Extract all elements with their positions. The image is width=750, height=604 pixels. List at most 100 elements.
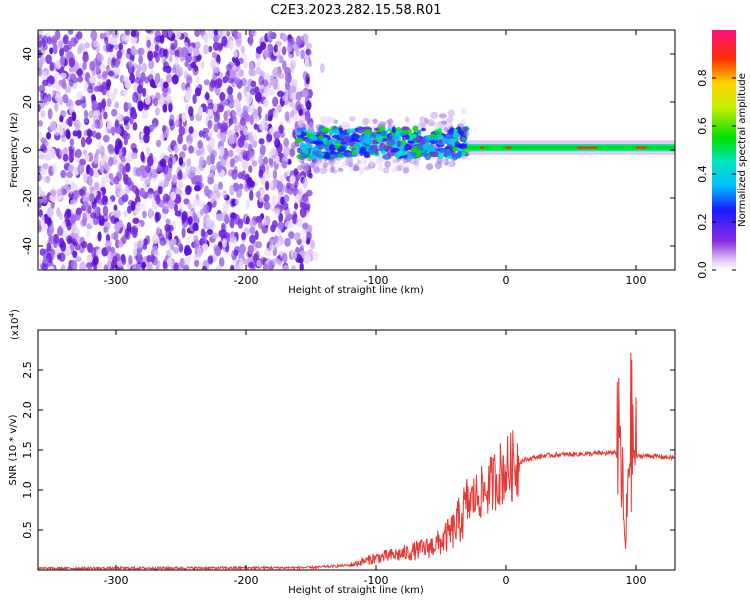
heatmap-cell: [253, 86, 260, 94]
heatmap-cell: [434, 130, 443, 135]
heatmap-cell: [159, 133, 165, 142]
heatmap-cell: [88, 167, 94, 177]
heatmap-cell: [278, 212, 284, 223]
heatmap-cell: [281, 160, 288, 169]
heatmap-cell: [138, 54, 144, 65]
heatmap-cell: [184, 264, 190, 270]
heatmap-cell: [159, 158, 167, 168]
heatmap-cell: [212, 102, 218, 113]
heatmap-cell: [210, 193, 215, 204]
heatmap-cell: [108, 156, 114, 167]
heatmap-cell: [334, 144, 340, 149]
heatmap-cell: [51, 189, 57, 197]
heatmap-cell: [121, 256, 127, 266]
heatmap-cell: [38, 58, 43, 70]
heatmap-cell: [394, 151, 401, 159]
heatmap-cell: [300, 49, 306, 60]
heatmap-cell: [229, 184, 235, 196]
heatmap-cell: [208, 138, 214, 147]
heatmap-cell: [248, 69, 255, 77]
heatmap-cell: [188, 145, 194, 154]
heatmap-cell: [170, 191, 177, 201]
heatmap-cell: [38, 185, 42, 195]
heatmap-cell: [168, 118, 174, 127]
heatmap-cell: [56, 207, 61, 217]
heatmap-cell: [305, 42, 312, 49]
heatmap-cell: [216, 191, 222, 198]
heatmap-cell: [115, 182, 122, 193]
heatmap-cell: [206, 155, 213, 166]
heatmap-cell: [267, 30, 274, 40]
heatmap-cell: [200, 228, 206, 238]
heatmap-cell: [272, 66, 280, 77]
heatmap-cell: [125, 185, 131, 194]
heatmap-cell: [90, 30, 98, 41]
heatmap-cell: [82, 149, 88, 156]
heatmap-cell: [417, 143, 424, 151]
heatmap-cell: [131, 228, 138, 238]
heatmap-cell: [124, 30, 130, 37]
heatmap-cell: [380, 130, 387, 137]
heatmap-cell: [38, 131, 43, 141]
heatmap-cell: [49, 47, 54, 55]
heatmap-cell: [318, 144, 328, 149]
heatmap-cell: [177, 181, 184, 189]
heatmap-cell: [294, 137, 304, 143]
heatmap-cell: [229, 39, 234, 51]
heatmap-cell: [70, 213, 75, 222]
heatmap-cell: [269, 158, 274, 169]
heatmap-cell: [196, 247, 203, 258]
heatmap-cell: [368, 147, 375, 154]
heatmap-cell: [227, 61, 234, 69]
heatmap-cell: [97, 262, 104, 269]
heatmap-cell: [123, 137, 128, 146]
heatmap-cell: [54, 101, 59, 112]
heatmap-cell: [143, 133, 150, 144]
heatmap-cell: [237, 32, 242, 39]
heatmap-cell: [93, 181, 99, 191]
heatmap-cell: [56, 188, 63, 196]
heatmap-cell: [289, 148, 296, 158]
heatmap-cell: [305, 189, 313, 197]
heatmap-cell: [329, 166, 335, 173]
heatmap-cell: [100, 159, 105, 166]
chart-title: C2E3.2023.282.15.58.R01: [270, 3, 441, 18]
heatmap-cell: [67, 98, 73, 106]
heatmap-cell: [243, 185, 250, 192]
heatmap-cell: [273, 44, 278, 53]
heatmap-cell: [361, 160, 367, 166]
heatmap-cell: [370, 132, 377, 139]
heatmap-cell: [114, 253, 121, 262]
heatmap-cell: [111, 126, 116, 136]
heatmap-cell: [229, 158, 235, 168]
heatmap-cell: [382, 167, 390, 174]
heatmap-cell: [125, 123, 130, 131]
heatmap-cell: [203, 79, 210, 86]
heatmap-cell: [76, 31, 83, 40]
heatmap-cell: [214, 183, 219, 191]
heatmap-cell: [62, 153, 69, 162]
heatmap-cell: [38, 120, 43, 127]
heatmap-cell: [263, 194, 270, 203]
heatmap-cell: [378, 162, 383, 169]
heatmap-cell: [278, 124, 284, 134]
heatmap-cell: [91, 247, 97, 259]
heatmap-cell: [53, 233, 60, 244]
heatmap-cell: [412, 125, 419, 132]
heatmap-cell: [142, 210, 147, 219]
heatmap-cell: [260, 41, 267, 51]
heatmap-cell: [400, 138, 407, 146]
heatmap-cell: [184, 254, 191, 266]
heatmap-cell: [392, 135, 402, 142]
heatmap-cell: [410, 151, 417, 157]
heatmap-cell: [179, 151, 186, 159]
heatmap-cell: [338, 133, 346, 139]
heatmap-cell: [350, 133, 360, 140]
heatmap-cell: [320, 63, 325, 74]
heatmap-cell: [303, 129, 311, 133]
heatmap-cell: [70, 180, 75, 192]
heatmap-cell: [214, 246, 222, 257]
heatmap-cell: [178, 169, 183, 181]
heatmap-cell: [243, 86, 248, 98]
heatmap-cell: [94, 119, 101, 129]
